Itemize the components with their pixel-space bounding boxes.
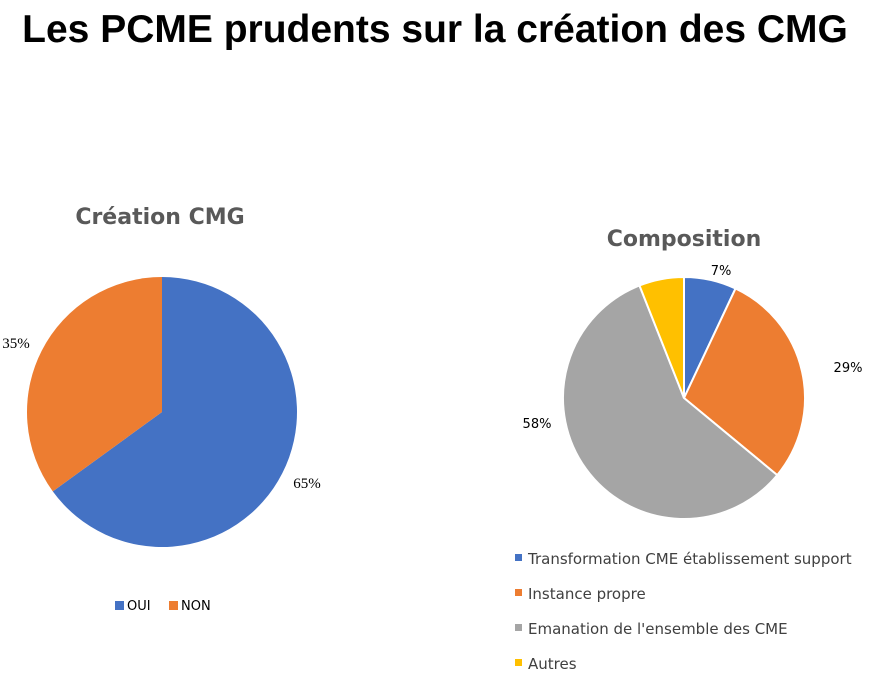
pie-slice xyxy=(638,275,685,399)
legend-label: Instance propre xyxy=(528,585,646,603)
legend-swatch xyxy=(515,554,522,561)
page-title: Les PCME prudents sur la création des CM… xyxy=(22,8,848,51)
data-label: 29% xyxy=(834,361,863,376)
pie-slice xyxy=(52,277,297,547)
legend-label: NON xyxy=(181,599,211,614)
chart-title-creation: Création CMG xyxy=(75,205,244,230)
legend-label: Emanation de l'ensemble des CME xyxy=(528,620,788,638)
legend-swatch xyxy=(515,589,522,596)
legend-label: Autres xyxy=(528,655,577,673)
legend-swatch xyxy=(169,601,178,610)
legend-swatch xyxy=(515,659,522,666)
legend-label: Transformation CME établissement support xyxy=(527,550,852,568)
legend-label: OUI xyxy=(127,599,151,614)
pie-slice xyxy=(27,277,163,492)
data-label: 58% xyxy=(523,417,552,432)
pie-slice xyxy=(682,287,806,477)
legend-swatch xyxy=(115,601,124,610)
legend-swatch xyxy=(515,624,522,631)
data-label: 65% xyxy=(293,476,321,492)
pie-slice xyxy=(562,284,779,520)
chart-title-composition: Composition xyxy=(607,227,762,252)
data-label: 7% xyxy=(711,264,732,279)
data-label: 35% xyxy=(2,336,30,352)
